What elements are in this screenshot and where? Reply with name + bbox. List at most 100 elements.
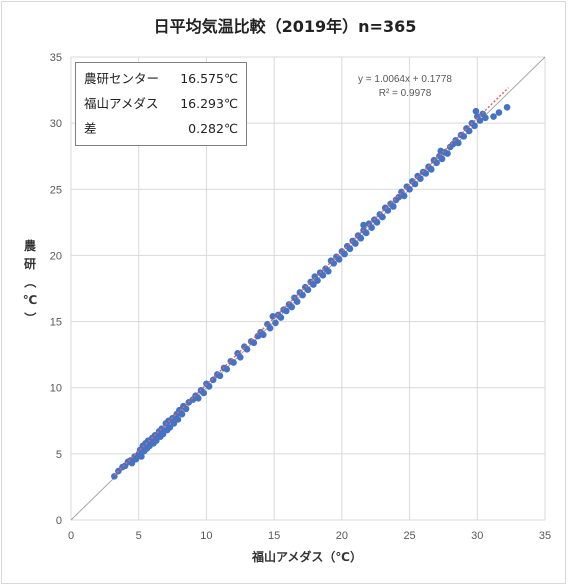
- y-label-char: ℃: [23, 293, 38, 307]
- stats-row-amedas: 福山アメダス 16.293℃: [84, 94, 238, 114]
- stats-value: 16.293℃: [180, 96, 238, 111]
- data-point: [455, 139, 462, 147]
- data-point: [373, 219, 381, 226]
- data-point: [357, 234, 365, 242]
- x-tick-label: 0: [68, 530, 74, 542]
- data-point: [111, 473, 118, 480]
- data-points: [111, 103, 511, 480]
- data-point: [293, 298, 301, 306]
- x-tick-label: 30: [471, 530, 483, 542]
- trendline-equation: y = 1.0064x + 0.1778: [358, 74, 452, 85]
- stats-label: 差: [84, 121, 97, 136]
- data-point: [490, 113, 497, 120]
- data-point: [400, 192, 408, 200]
- y-tick-label: 30: [50, 118, 62, 130]
- trendline-r2: R² = 0.9978: [379, 88, 432, 99]
- data-point: [283, 307, 290, 315]
- data-point: [395, 193, 403, 201]
- data-point: [472, 107, 480, 115]
- data-point: [138, 453, 145, 460]
- stats-value: 0.282℃: [188, 121, 238, 136]
- y-tick-label: 5: [56, 449, 62, 461]
- data-point: [433, 159, 440, 167]
- y-tick-label: 0: [56, 515, 62, 527]
- chart-title: 日平均気温比較（2019年）n=365: [154, 17, 417, 36]
- stats-row-nouken: 農研センター 16.575℃: [84, 69, 238, 89]
- y-label-char: 農: [24, 238, 37, 253]
- data-point: [503, 103, 511, 111]
- data-point: [170, 420, 178, 427]
- data-point: [272, 319, 279, 327]
- data-point: [460, 133, 468, 140]
- data-point: [417, 175, 424, 183]
- y-tick-label: 35: [50, 52, 62, 64]
- y-label-char: 研: [24, 257, 36, 271]
- data-point: [250, 339, 258, 347]
- data-point: [482, 114, 489, 122]
- data-point: [437, 147, 445, 155]
- data-point: [223, 365, 231, 373]
- x-tick-label: 5: [136, 530, 142, 542]
- data-point: [325, 268, 332, 275]
- y-label-char: ）: [23, 312, 38, 324]
- data-point: [346, 245, 354, 253]
- data-point: [128, 459, 136, 467]
- stats-row-diff: 差 0.282℃: [84, 119, 238, 139]
- data-point: [476, 117, 484, 124]
- data-point: [205, 383, 213, 390]
- data-point: [362, 229, 370, 237]
- data-point: [495, 109, 503, 116]
- data-point: [406, 185, 413, 193]
- data-point: [304, 286, 312, 294]
- y-tick-label: 25: [50, 184, 62, 196]
- data-point: [260, 331, 267, 339]
- data-point: [166, 424, 174, 431]
- data-point: [390, 203, 397, 210]
- data-point: [411, 180, 419, 188]
- data-point: [159, 430, 167, 438]
- data-point: [230, 359, 237, 366]
- y-label-char: （: [23, 276, 38, 288]
- data-point: [310, 281, 317, 288]
- x-axis-label: 福山アメダス（℃）: [251, 549, 362, 564]
- data-point: [200, 389, 208, 397]
- data-point: [379, 213, 386, 221]
- data-point: [352, 240, 359, 247]
- y-tick-label: 15: [50, 317, 62, 329]
- x-tick-label: 15: [268, 530, 280, 542]
- x-tick-label: 35: [539, 530, 551, 542]
- data-point: [153, 437, 160, 444]
- data-point: [277, 314, 285, 321]
- y-tick-label: 10: [50, 383, 62, 395]
- data-point: [438, 155, 446, 163]
- stats-label: 福山アメダス: [84, 96, 159, 111]
- data-point: [209, 376, 217, 384]
- data-point: [444, 150, 451, 157]
- data-point: [314, 277, 321, 284]
- stats-box: 農研センター 16.575℃ 福山アメダス 16.293℃ 差 0.282℃: [75, 62, 247, 146]
- y-axis-ticks: 0 5 10 15 20 25 30 35: [50, 52, 62, 527]
- data-point: [288, 303, 296, 311]
- data-point: [174, 416, 182, 423]
- data-point: [195, 394, 202, 402]
- data-point: [299, 291, 306, 299]
- x-axis-ticks: 0 5 10 15 20 25 30 35: [68, 530, 551, 542]
- stats-value: 16.575℃: [180, 71, 238, 86]
- y-axis-label: 農研 （ ℃ ）: [23, 238, 38, 324]
- data-point: [182, 405, 190, 413]
- stats-label: 農研センター: [84, 71, 160, 86]
- data-point: [132, 455, 140, 463]
- data-point: [266, 324, 274, 332]
- x-tick-label: 10: [200, 530, 212, 542]
- data-point: [427, 166, 435, 173]
- data-point: [465, 127, 473, 135]
- data-point: [341, 250, 348, 258]
- data-point: [360, 221, 367, 229]
- y-tick-label: 20: [50, 250, 62, 262]
- data-point: [422, 170, 430, 177]
- data-point: [243, 346, 251, 353]
- data-point: [178, 410, 186, 418]
- data-point: [216, 372, 224, 380]
- data-point: [236, 353, 244, 361]
